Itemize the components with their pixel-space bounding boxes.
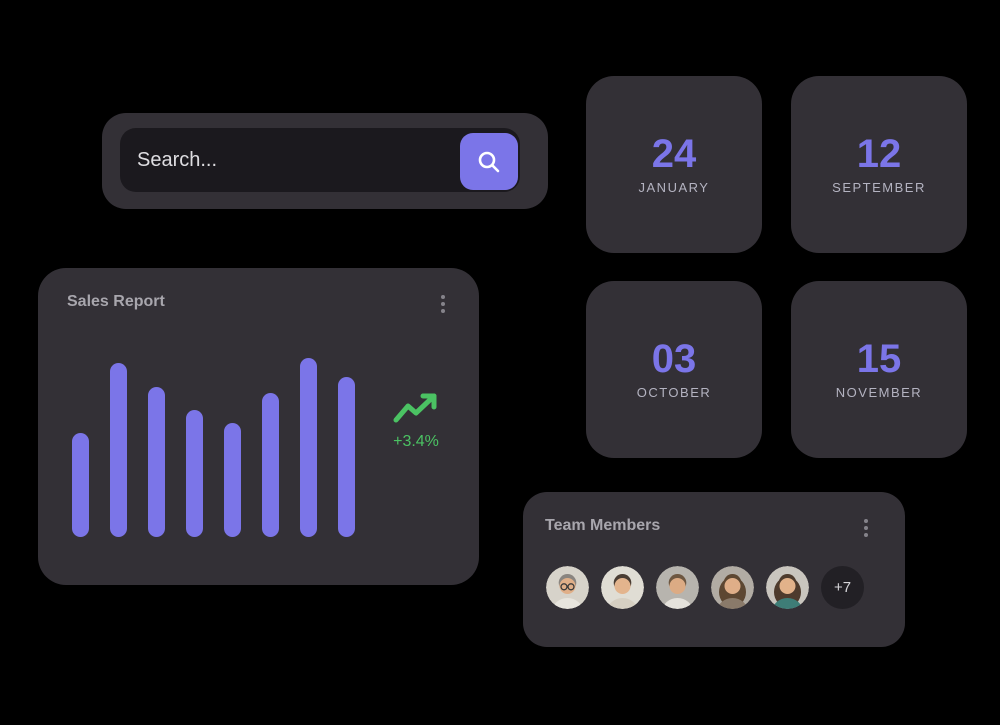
- date-day: 24: [651, 132, 697, 176]
- trend-indicator: +3.4%: [388, 392, 444, 451]
- chart-bar: [72, 433, 89, 537]
- chart-bar: [338, 377, 355, 537]
- search-bar: [102, 113, 548, 209]
- sales-report-title: Sales Report: [67, 293, 165, 310]
- avatar-row: [546, 566, 809, 609]
- search-button[interactable]: [460, 133, 518, 190]
- date-month: JANUARY: [638, 180, 710, 195]
- chart-bar: [262, 393, 279, 537]
- chart-bar: [186, 410, 203, 537]
- team-member-2-avatar[interactable]: [601, 566, 644, 609]
- search-input[interactable]: [120, 128, 520, 192]
- bar-chart: [72, 358, 355, 537]
- team-member-3-avatar[interactable]: [656, 566, 699, 609]
- trend-percentage: +3.4%: [393, 433, 439, 450]
- trend-up-arrow-icon: [392, 392, 440, 429]
- date-card-october[interactable]: 03 OCTOBER: [586, 281, 762, 458]
- chart-bar: [110, 363, 127, 537]
- chart-bar: [224, 423, 241, 537]
- kebab-menu-icon[interactable]: [860, 515, 872, 541]
- date-month: SEPTEMBER: [832, 180, 926, 195]
- team-member-4-avatar[interactable]: [711, 566, 754, 609]
- team-members-card: Team Members +7: [523, 492, 905, 647]
- chart-bar: [148, 387, 165, 537]
- kebab-menu-icon[interactable]: [437, 291, 449, 317]
- team-members-title: Team Members: [545, 517, 661, 534]
- overflow-count-badge[interactable]: +7: [821, 566, 864, 609]
- date-card-january[interactable]: 24 JANUARY: [586, 76, 762, 253]
- team-member-5-avatar[interactable]: [766, 566, 809, 609]
- date-month: OCTOBER: [636, 385, 712, 400]
- date-day: 03: [651, 337, 697, 381]
- date-day: 15: [856, 337, 902, 381]
- date-card-november[interactable]: 15 NOVEMBER: [791, 281, 967, 458]
- team-member-1-avatar[interactable]: [546, 566, 589, 609]
- magnifier-icon: [476, 149, 502, 175]
- avatar-strip: +7: [546, 566, 864, 609]
- date-month: NOVEMBER: [835, 385, 923, 400]
- date-day: 12: [856, 132, 902, 176]
- date-card-september[interactable]: 12 SEPTEMBER: [791, 76, 967, 253]
- chart-bar: [300, 358, 317, 537]
- sales-report-card: Sales Report +3.4%: [38, 268, 479, 585]
